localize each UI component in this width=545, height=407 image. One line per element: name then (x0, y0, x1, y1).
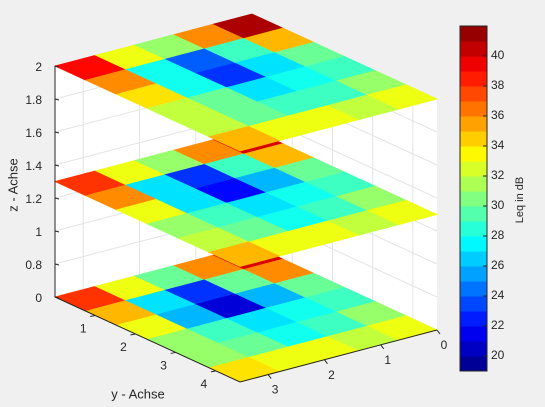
colorbar-band (460, 86, 487, 102)
y-tick-label: 3 (160, 359, 167, 373)
z-tick (54, 263, 60, 266)
y-tick (170, 351, 176, 354)
x-tick-label: 1 (384, 353, 391, 367)
colorbar-band (460, 176, 487, 192)
colorbar-band (460, 161, 487, 177)
colorbar-band (460, 26, 487, 42)
colorbar-band (460, 191, 487, 207)
colorbar-tick-label: 30 (491, 198, 505, 212)
z-tick-label: 1 (35, 225, 42, 239)
z-tick-label: 1.8 (25, 93, 42, 107)
x-tick (436, 329, 441, 335)
colorbar-tick-label: 38 (491, 78, 505, 92)
y-tick (130, 333, 136, 336)
colorbar-band (460, 326, 487, 342)
colorbar-tick-label: 34 (491, 138, 505, 152)
colorbar-frame (459, 25, 488, 372)
y-tick (90, 314, 96, 317)
colorbar-band (460, 266, 487, 282)
x-tick-label: 3 (272, 383, 279, 397)
z-tick-label: 0 (35, 291, 42, 305)
colorbar-band (460, 131, 487, 147)
colorbar-tick-label: 40 (491, 48, 505, 62)
colorbar-band (460, 251, 487, 267)
plot: 00.811.21.41.61.821234012320222426283032… (25, 13, 505, 397)
y-tick-label: 4 (201, 377, 208, 391)
colorbar-tick-label: 24 (491, 288, 505, 302)
y-tick-label: 1 (80, 322, 87, 336)
colorbar-band (460, 221, 487, 237)
z-tick-label: 0.8 (25, 258, 42, 272)
slice-cell (207, 241, 281, 267)
z-tick (54, 197, 60, 200)
colorbar-band (460, 236, 487, 252)
y-tick (210, 370, 216, 373)
z-tick-label: 2 (35, 60, 42, 74)
y-tick-label: 2 (120, 340, 127, 354)
colorbar-band (460, 356, 487, 372)
colorbar-band (460, 56, 487, 72)
colorbar-band (460, 116, 487, 132)
colorbar-band (460, 341, 487, 357)
z-tick (54, 65, 60, 68)
floor-axes (54, 296, 438, 383)
z-axis-label: z - Achse (5, 158, 20, 211)
x-tick (267, 374, 272, 379)
colorbar-band (460, 71, 487, 87)
x-tick-label: 2 (328, 368, 335, 382)
colorbar-band (460, 146, 487, 162)
slice-cell (207, 126, 281, 152)
colorbar-band (460, 206, 487, 222)
colorbar-tick-label: 22 (491, 318, 505, 332)
colorbar-band (460, 311, 487, 327)
z-tick-label: 1.2 (25, 192, 42, 206)
z-tick (54, 296, 60, 299)
colorbar-label: Leq in dB (514, 177, 526, 223)
y-axis-label: y - Achse (111, 386, 164, 401)
z-tick (54, 230, 60, 233)
x-tick (324, 359, 328, 365)
z-tick-label: 1.6 (25, 126, 42, 140)
colorbar-tick-label: 28 (491, 228, 505, 242)
colorbar-tick-label: 36 (491, 108, 505, 122)
colorbar-band (460, 101, 487, 117)
colorbar-tick-label: 26 (491, 258, 505, 272)
z-tick (54, 164, 60, 167)
x-tick-label: 0 (441, 338, 448, 352)
x-tick (380, 344, 385, 350)
z-tick (54, 98, 60, 101)
colorbar-band (460, 296, 487, 312)
z-tick (54, 131, 60, 134)
colorbar-tick-label: 32 (491, 168, 505, 182)
colorbar-band (460, 41, 487, 57)
colorbar-band (460, 281, 487, 297)
z-tick-label: 1.4 (25, 159, 42, 173)
colorbar-tick-label: 20 (491, 348, 505, 362)
